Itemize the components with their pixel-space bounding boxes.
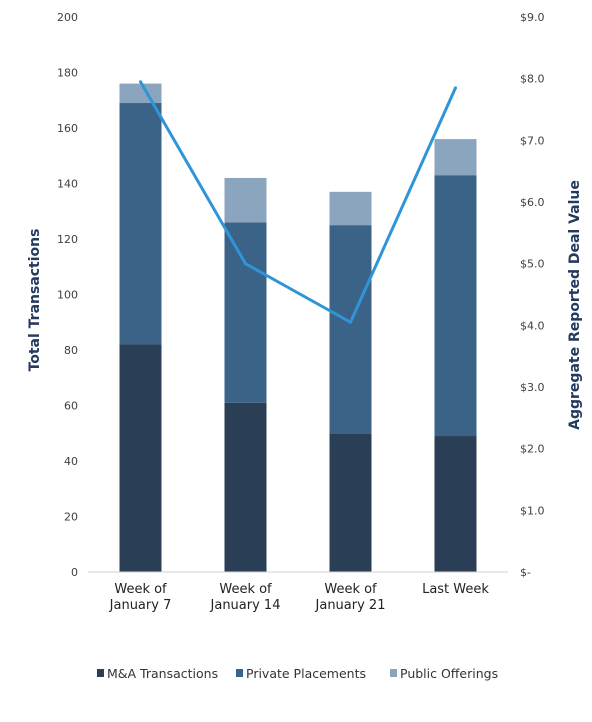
y-tick-label: 100	[57, 289, 78, 302]
y2-tick-label: $7.0	[520, 134, 545, 147]
y-tick-label: 80	[64, 344, 78, 357]
bar-segment	[119, 103, 162, 345]
bar-segment	[119, 344, 162, 572]
y2-tick-label: $9.0	[520, 11, 545, 24]
bar-segment	[329, 225, 372, 434]
y-tick-label: 120	[57, 233, 78, 246]
y2-tick-label: $2.0	[520, 443, 545, 456]
x-tick-label: Week of January 14	[210, 582, 281, 613]
y-axis-right-ticks: $- $1.0 $2.0 $3.0 $4.0 $5.0 $6.0 $7.0 $8.0 $9.0	[520, 11, 545, 579]
y-tick-label: 200	[57, 11, 78, 24]
line-point	[454, 86, 457, 90]
x-tick-label: Last Week	[422, 582, 489, 597]
y2-tick-label: $5.0	[520, 258, 545, 271]
x-axis-labels: Week of January 7 Week of January 14 Week of…	[109, 582, 490, 613]
bar-segment	[329, 191, 372, 226]
line-series	[139, 80, 457, 324]
bar-segment	[119, 83, 162, 104]
bar-segment	[329, 433, 372, 572]
legend-swatch	[390, 669, 397, 677]
y-axis-right-title: Aggregate Reported Deal Value	[567, 180, 583, 430]
bar-segment	[224, 222, 267, 403]
legend-label: M&A Transactions	[107, 666, 218, 681]
y2-tick-label: $4.0	[520, 319, 545, 332]
x-tick-label: Week of January 7	[109, 582, 172, 613]
bar-segment	[434, 139, 477, 176]
bar-segment	[224, 177, 267, 223]
bar-segment	[224, 402, 267, 572]
y-tick-label: 160	[57, 122, 78, 135]
y2-tick-label: $3.0	[520, 381, 545, 394]
line-point	[244, 262, 247, 266]
y-tick-label: 40	[64, 455, 78, 468]
y-axis-left-ticks: 0 20 40 60 80 100 120 140 160 180 200	[57, 11, 78, 579]
line-point	[139, 80, 142, 84]
legend: M&A Transactions Private Placements Public…	[97, 666, 498, 681]
y-tick-label: 20	[64, 511, 78, 524]
bars	[119, 83, 477, 572]
legend-swatch	[236, 669, 243, 677]
y2-tick-label: $6.0	[520, 196, 545, 209]
y-axis-left-title: Total Transactions	[27, 229, 43, 372]
y2-tick-label: $-	[520, 566, 531, 579]
y2-tick-label: $8.0	[520, 73, 545, 86]
bar-segment	[434, 175, 477, 437]
line-point	[349, 320, 352, 324]
legend-swatch	[97, 669, 104, 677]
y-tick-label: 180	[57, 67, 78, 80]
legend-label: Private Placements	[246, 666, 366, 681]
y-tick-label: 60	[64, 400, 78, 413]
y-tick-label: 0	[71, 566, 78, 579]
y2-tick-label: $1.0	[520, 504, 545, 517]
y-tick-label: 140	[57, 178, 78, 191]
bar-segment	[434, 436, 477, 572]
deal-value-line	[139, 81, 457, 324]
legend-label: Public Offerings	[400, 666, 498, 681]
x-tick-label: Week of January 21	[315, 582, 386, 613]
